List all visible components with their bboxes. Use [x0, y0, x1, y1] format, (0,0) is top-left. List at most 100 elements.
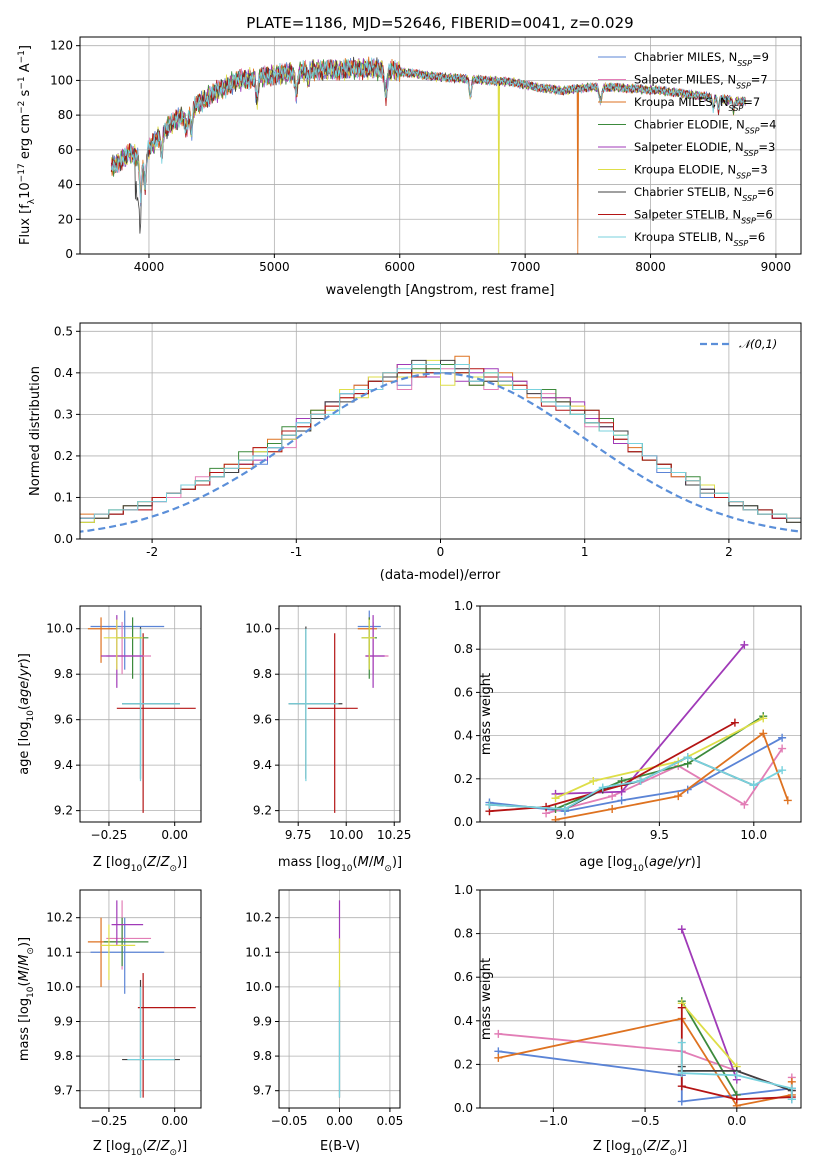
weight-marker — [560, 805, 569, 814]
weight-line — [681, 1000, 738, 1096]
spectrum-xtick-label: 7000 — [510, 260, 541, 274]
age-vs-mass-xlabel: mass [log10(M/M⊙)] — [278, 855, 402, 874]
weight-marker — [494, 1053, 503, 1062]
residuals-ytick-label: 0.2 — [54, 449, 73, 463]
residuals-ytick-label: 0.4 — [54, 366, 73, 380]
weight-vs-Z-axes: −1.0 −0.5 0.0 0.0 0.2 0.4 0.6 0.8 1.0 — [454, 883, 802, 1128]
residuals-frame — [79, 322, 802, 540]
legend-label: Chabrier ELODIE, NSSP=4 — [634, 118, 776, 136]
age-vs-mass-ytick-label: 9.4 — [253, 758, 272, 772]
age-vs-mass-plot — [288, 610, 389, 813]
age-vs-mass-grid — [279, 606, 400, 822]
age-vs-mass-ytick-label: 10.0 — [245, 622, 272, 636]
mass-vs-Z-axes: −0.25 0.00 9.7 9.8 9.9 10.0 10.1 10.2 — [46, 889, 202, 1128]
weight-vs-Z-xtick-label: 0.0 — [727, 1114, 746, 1128]
normal-legend-label: 𝒩(0,1) — [739, 337, 777, 351]
age-vs-mass-ytick-label: 9.8 — [253, 667, 272, 681]
spectrum-ylabel: Flux [fλ10−17 erg cm−2 s−1 A−1] — [17, 45, 37, 245]
residuals-ytick-label: 0.0 — [54, 532, 73, 546]
age-vs-Z-frame — [79, 605, 202, 823]
spectrum-frame — [79, 36, 802, 255]
residuals-xtick-label: 0 — [437, 545, 445, 559]
mass-vs-Z-ytick-label: 9.7 — [54, 1084, 73, 1098]
weight-vs-Z-plot — [494, 925, 796, 1108]
weight-vs-Z-ylabel: mass weight — [479, 958, 494, 1040]
legend-label: Salpeter MILES, NSSP=7 — [634, 73, 768, 91]
residuals-xlabel: (data-model)/error — [380, 568, 501, 583]
weight-marker — [598, 783, 607, 792]
age-vs-mass-xtick-label: 10.00 — [329, 828, 363, 842]
weight-marker — [759, 714, 768, 723]
mass-vs-ebv-xtick-label: −0.05 — [271, 1114, 308, 1128]
weight-vs-Z-ytick-label: 0.8 — [454, 927, 473, 941]
weight-vs-Z-ytick-label: 0.2 — [454, 1057, 473, 1071]
weight-marker — [494, 1029, 503, 1038]
weight-line — [555, 717, 764, 800]
age-vs-mass-frame — [278, 605, 401, 823]
mass-vs-Z-ytick-label: 10.0 — [46, 980, 73, 994]
weight-marker — [787, 1084, 796, 1093]
residuals-ytick-label: 0.3 — [54, 407, 73, 421]
weight-vs-age-xtick-label: 9.0 — [555, 828, 574, 842]
mass-vs-ebv-frame — [278, 889, 401, 1109]
weight-marker — [677, 1038, 686, 1047]
residuals-xtick-label: 2 — [725, 545, 733, 559]
mass-vs-Z-ytick-label: 9.9 — [54, 1014, 73, 1028]
weight-marker — [730, 718, 739, 727]
weight-marker — [749, 781, 758, 790]
weight-marker — [787, 1095, 796, 1104]
legend-label: Kroupa ELODIE, NSSP=3 — [634, 163, 768, 181]
weight-vs-Z-xtick-label: −0.5 — [631, 1114, 660, 1128]
mass-vs-Z-plot — [87, 900, 196, 1098]
spectrum-line — [110, 57, 746, 204]
age-vs-Z-xlabel: Z [log10(Z/Z⊙)] — [93, 855, 187, 874]
histogram-series — [80, 368, 801, 523]
legend-label: Chabrier MILES, NSSP=9 — [634, 50, 769, 68]
weight-line — [489, 721, 736, 813]
weight-line — [555, 644, 746, 795]
weight-marker — [636, 776, 645, 785]
residuals-xtick-label: -1 — [290, 545, 302, 559]
spectrum-plot — [110, 56, 746, 254]
weight-vs-Z-ytick-label: 0.0 — [454, 1101, 473, 1115]
weight-vs-Z-frame — [479, 889, 802, 1109]
weight-vs-age-xtick-label: 10.0 — [740, 828, 767, 842]
weight-vs-age-ylabel: mass weight — [479, 673, 494, 755]
weight-marker — [617, 796, 626, 805]
weight-vs-Z-ytick-label: 0.4 — [454, 1014, 473, 1028]
spectrum-xtick-label: 9000 — [761, 260, 792, 274]
weight-vs-Z-xtick-label: −1.0 — [539, 1114, 568, 1128]
weight-marker — [778, 733, 787, 742]
age-vs-Z-axes: −0.25 0.00 9.2 9.4 9.6 9.8 10.0 — [46, 605, 202, 842]
mass-vs-Z-ytick-label: 10.2 — [46, 911, 73, 925]
spectrum-xlabel: wavelength [Angstrom, rest frame] — [326, 283, 555, 298]
age-vs-mass-axes: 9.75 10.00 10.25 9.2 9.4 9.6 9.8 10.0 — [245, 605, 411, 842]
weight-marker — [783, 796, 792, 805]
mass-vs-ebv-ytick-label: 9.8 — [253, 1049, 272, 1063]
mass-vs-Z-ytick-label: 9.8 — [54, 1049, 73, 1063]
spectrum-legend: Chabrier MILES, NSSP=9 Salpeter MILES, NS… — [598, 50, 776, 248]
weight-vs-Z-ticks: −1.0 −0.5 0.0 0.0 0.2 0.4 0.6 0.8 1.0 — [454, 883, 746, 1128]
weight-marker — [732, 1095, 741, 1104]
weight-vs-age-ytick-label: 0.0 — [454, 815, 473, 829]
residuals-plot — [80, 355, 801, 533]
residuals-ytick-label: 0.1 — [54, 490, 73, 504]
legend-label: Salpeter STELIB, NSSP=6 — [634, 208, 773, 226]
mass-vs-ebv-xtick-label: 0.00 — [326, 1114, 353, 1128]
weight-vs-Z-ytick-label: 1.0 — [454, 883, 473, 897]
residuals-ylabel: Normed distribution — [28, 366, 43, 496]
weight-vs-age-ytick-label: 0.4 — [454, 729, 473, 743]
weight-vs-age-xlabel: age [log10(age/yr)] — [579, 855, 701, 874]
histogram-series — [80, 364, 801, 523]
weight-vs-Z-xlabel: Z [log10(Z/Z⊙)] — [593, 1139, 687, 1158]
age-vs-Z-ytick-label: 9.4 — [54, 758, 73, 772]
residuals-axes: -2 -1 0 1 2 0.0 0.1 0.2 0.3 0.4 0.5 — [54, 322, 802, 559]
spectrum-ytick-label: 120 — [50, 39, 73, 53]
weight-vs-Z-grid — [480, 889, 801, 1109]
weight-vs-age-axes: 9.0 9.5 10.0 0.0 0.2 0.4 0.6 0.8 1.0 — [454, 599, 802, 842]
weight-marker — [551, 794, 560, 803]
weight-line — [680, 928, 738, 1081]
weight-vs-age-ytick-label: 0.6 — [454, 685, 473, 699]
weight-marker — [759, 729, 768, 738]
